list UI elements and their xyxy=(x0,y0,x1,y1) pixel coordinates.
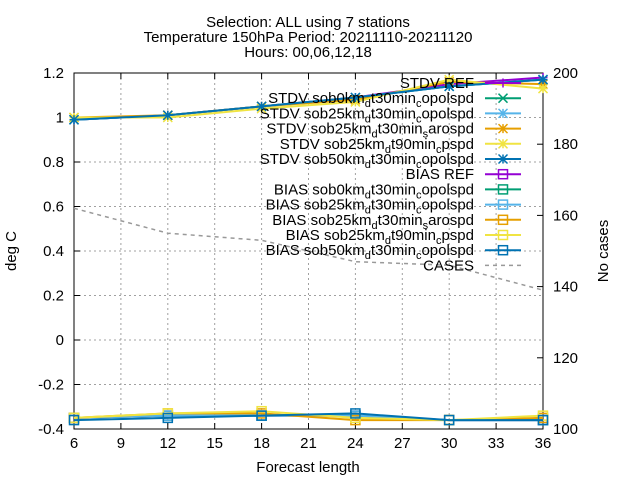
legend-marker xyxy=(497,184,509,195)
legend-marker xyxy=(497,108,509,119)
legend-label: STDV sob25kmdt90mincpspd xyxy=(280,136,474,156)
legend-marker xyxy=(497,138,509,149)
legend-entry-5: STDV sob25kmdt90mincpspd xyxy=(280,136,521,156)
data-point xyxy=(350,408,361,419)
series-layer xyxy=(68,72,549,426)
data-point xyxy=(350,92,361,103)
legend-entry-6: STDV sob50kmdt30mincopolspd xyxy=(260,151,521,171)
legend-label: CASES xyxy=(423,257,474,274)
y2-tick-label: 160 xyxy=(553,207,578,224)
data-point xyxy=(162,110,173,121)
legend-marker xyxy=(497,244,509,256)
x-tick-label: 27 xyxy=(394,435,411,452)
x-tick-label: 21 xyxy=(300,435,317,452)
legend-marker xyxy=(497,93,509,104)
y-axis-label: deg C xyxy=(3,231,20,271)
y-axis: -0.4 -0.2 0 0.2 0.4 0.6 0.8 1 1.2 xyxy=(38,65,80,438)
legend-label: STDV sob25kmdt30minsarospd xyxy=(266,121,474,141)
y2-tick-label: 100 xyxy=(553,421,578,438)
series-13 xyxy=(73,207,544,291)
x-tick-label: 15 xyxy=(206,435,223,452)
legend-label: BIAS sob25kmdt90mincpspd xyxy=(286,227,474,247)
x-tick-label: 6 xyxy=(70,435,78,452)
y-tick-label: -0.4 xyxy=(38,421,64,438)
legend-marker xyxy=(497,153,509,165)
chart-title: Selection: ALL using 7 stations Temperat… xyxy=(144,14,473,61)
data-point xyxy=(162,412,174,424)
x-tick-label: 12 xyxy=(159,435,176,452)
data-point xyxy=(68,414,80,426)
x-axis-label: Forecast length xyxy=(256,459,359,476)
data-point xyxy=(68,114,80,125)
data-point xyxy=(537,74,549,85)
y2-axis: 100 120 140 160 180 200 xyxy=(537,65,578,438)
y2-tick-label: 120 xyxy=(553,350,578,367)
x-axis: 6 9 12 15 18 21 24 27 30 33 36 xyxy=(70,73,552,452)
data-point xyxy=(537,83,549,94)
data-point xyxy=(444,81,455,92)
legend-entry-8: BIAS sob0kmdt30mincopolspd xyxy=(274,181,521,201)
y-tick-label: 0.8 xyxy=(43,154,64,171)
x-tick-label: 18 xyxy=(253,435,270,452)
legend-label: STDV sob25kmdt30mincopolspd xyxy=(260,105,474,125)
y2-tick-label: 180 xyxy=(553,136,578,153)
legend-entry-4: STDV sob25kmdt30minsarospd xyxy=(266,121,521,141)
legend-marker xyxy=(497,168,509,180)
data-point xyxy=(537,414,549,426)
legend-label: BIAS sob0kmdt30mincopolspd xyxy=(274,181,474,201)
title-line-3: Hours: 00,06,12,18 xyxy=(244,44,372,61)
legend-marker xyxy=(497,229,509,241)
legend-entry-13: CASES xyxy=(423,257,521,274)
legend-entry-2: STDV sob0kmdt30mincopolspd xyxy=(268,90,521,110)
data-point xyxy=(443,414,455,426)
x-tick-label: 9 xyxy=(117,435,125,452)
series-6 xyxy=(68,74,549,125)
legend-marker xyxy=(497,214,509,226)
legend-label: BIAS REF xyxy=(406,166,474,183)
grid xyxy=(74,73,543,429)
legend-entry-3: STDV sob25kmdt30mincopolspd xyxy=(260,105,521,125)
y2-tick-label: 200 xyxy=(553,65,578,82)
x-tick-label: 24 xyxy=(347,435,364,452)
y-tick-label: 0.2 xyxy=(43,288,64,305)
data-point xyxy=(256,101,267,112)
legend-label: BIAS sob50kmdt30mincopolspd xyxy=(266,242,474,262)
legend-label: BIAS sob25kmdt30mincopolspd xyxy=(266,197,474,217)
y-tick-label: 1.2 xyxy=(43,65,64,82)
data-point xyxy=(256,410,267,421)
y2-axis-label: No cases xyxy=(595,220,612,283)
legend-entry-11: BIAS sob25kmdt90mincpspd xyxy=(286,227,521,247)
legend-marker xyxy=(497,199,509,210)
title-line-1: Selection: ALL using 7 stations xyxy=(206,14,410,31)
series-line xyxy=(73,78,544,121)
legend-entry-9: BIAS sob25kmdt30mincopolspd xyxy=(266,197,521,217)
x-tick-label: 33 xyxy=(488,435,505,452)
y-tick-label: 1 xyxy=(56,110,64,127)
series-12 xyxy=(68,408,549,426)
y-tick-label: -0.2 xyxy=(38,377,64,394)
title-line-2: Temperature 150hPa Period: 20211110-2021… xyxy=(144,29,473,46)
series-line xyxy=(73,412,543,422)
legend-marker xyxy=(498,78,508,88)
y-tick-label: 0 xyxy=(56,332,64,349)
y-tick-label: 0.6 xyxy=(43,199,64,216)
y2-tick-label: 140 xyxy=(553,279,578,296)
x-tick-label: 30 xyxy=(441,435,458,452)
legend-marker xyxy=(497,123,509,134)
legend-label: STDV REF xyxy=(400,75,474,92)
legend-entry-7: BIAS REF xyxy=(406,166,521,183)
legend-label: STDV sob50kmdt30mincopolspd xyxy=(260,151,474,171)
y-tick-label: 0.4 xyxy=(43,243,64,260)
legend-label: BIAS sob25kmdt30minsarospd xyxy=(272,212,474,232)
legend-label: STDV sob0kmdt30mincopolspd xyxy=(268,90,474,110)
series-line xyxy=(74,78,544,119)
data-point xyxy=(444,74,455,85)
legend-entry-10: BIAS sob25kmdt30minsarospd xyxy=(272,212,521,232)
legend-entry-1: STDV REF xyxy=(400,75,521,92)
series-line xyxy=(73,207,544,291)
x-tick-label: 36 xyxy=(535,435,552,452)
legend-entry-12: BIAS sob50kmdt30mincopolspd xyxy=(266,242,521,262)
